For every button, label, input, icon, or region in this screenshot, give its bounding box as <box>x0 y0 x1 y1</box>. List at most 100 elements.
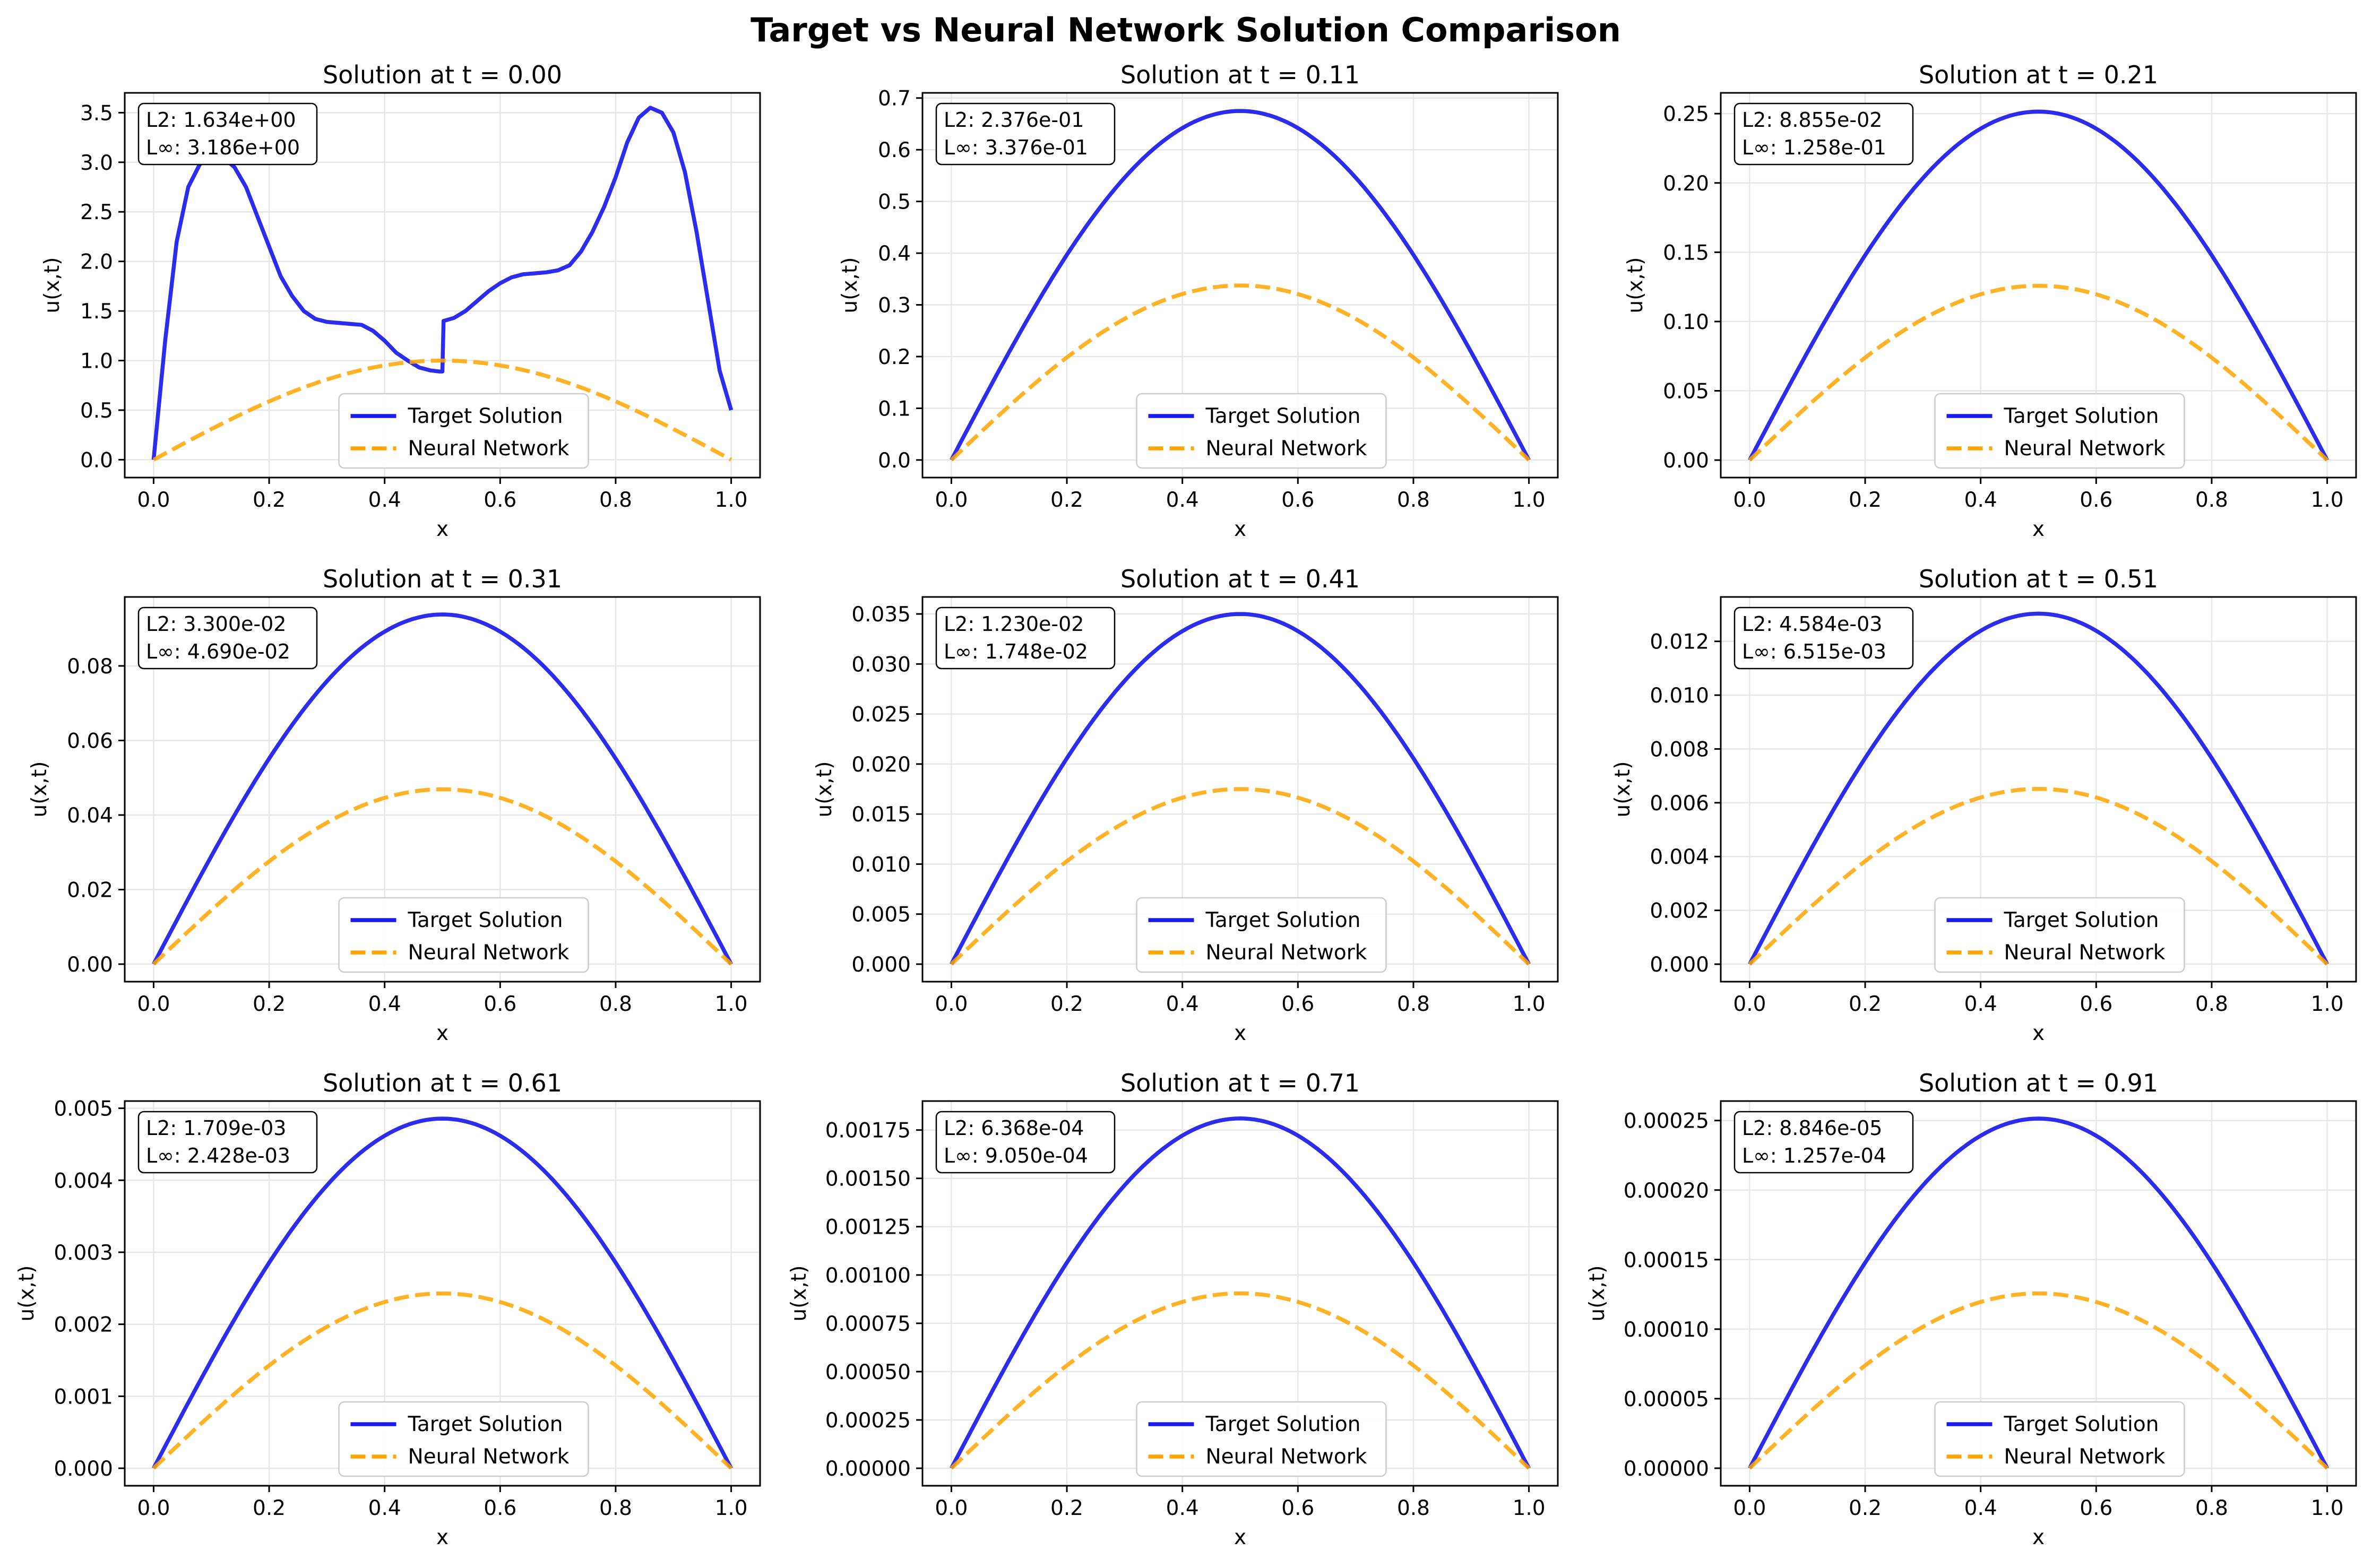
y-axis-label: u(x,t) <box>40 257 64 314</box>
stats-box <box>935 607 1116 670</box>
subplot-title: Solution at t = 0.31 <box>323 565 562 593</box>
y-tick-label: 0.2 <box>878 345 911 369</box>
y-tick-label: 1.0 <box>80 350 113 374</box>
y-tick-label: 0.004 <box>1650 845 1709 869</box>
x-tick-label: 1.0 <box>715 488 748 512</box>
x-axis-label: x <box>436 517 448 541</box>
y-tick-label: 0.04 <box>67 804 113 828</box>
l2-error-text: L2: 3.300e-02 <box>146 612 286 636</box>
y-tick-label: 0.00015 <box>1624 1249 1709 1272</box>
subplot-4: 0.0 0.2 0.4 0.6 0.8 1.0 0.00 0.02 0.04 0.06 0.08 So… <box>28 565 761 1045</box>
y-tick-label: 0.003 <box>54 1241 113 1265</box>
y-tick-label: 0.000 <box>1650 953 1709 977</box>
axes-frame <box>921 596 1559 983</box>
stats-box <box>137 607 318 670</box>
linf-error-text: L∞: 1.257e-04 <box>1742 1144 1886 1167</box>
y-tick-label: 3.0 <box>80 151 113 175</box>
y-tick-label: 0.010 <box>851 853 911 877</box>
legend-nn-label: Neural Network <box>1206 1445 1367 1469</box>
x-tick-label: 0.2 <box>1849 992 1882 1016</box>
y-tick-label: 0.5 <box>878 190 911 214</box>
x-tick-label: 0.6 <box>484 1496 516 1520</box>
y-tick-label: 0.7 <box>878 87 911 111</box>
legend-target-label: Target Solution <box>2004 1413 2159 1436</box>
x-tick-label: 0.0 <box>935 488 968 512</box>
y-axis-label: u(x,t) <box>28 761 51 818</box>
legend-box <box>1136 897 1387 973</box>
y-axis-label: u(x,t) <box>787 1266 811 1322</box>
stats-box <box>1733 102 1914 166</box>
subplot-2: 0.0 0.2 0.4 0.6 0.8 1.0 0.0 0.1 0.2 0.3 0.4 0.5 0.6 0… <box>838 60 1559 541</box>
neural-network-line <box>1748 786 2329 966</box>
x-tick-label: 1.0 <box>2311 488 2344 512</box>
y-tick-label: 0.4 <box>878 242 911 266</box>
x-tick-label: 0.2 <box>1050 488 1083 512</box>
legend-target-label: Target Solution <box>1205 404 1361 428</box>
subplot-title: Solution at t = 0.00 <box>323 60 562 89</box>
subplot-title: Solution at t = 0.51 <box>1919 565 2158 593</box>
y-tick-label: 0.001 <box>54 1385 113 1409</box>
target-solution-line <box>950 1116 1531 1469</box>
target-solution-line <box>1748 109 2329 461</box>
legend-box <box>338 1401 589 1477</box>
x-tick-label: 0.6 <box>1281 488 1314 512</box>
l2-error-text: L2: 2.376e-01 <box>944 108 1084 132</box>
y-tick-label: 0.0 <box>878 449 911 473</box>
x-tick-label: 1.0 <box>2311 1496 2344 1520</box>
y-tick-label: 0.005 <box>851 903 911 927</box>
legend-target-label: Target Solution <box>2004 404 2159 428</box>
x-axis-label: x <box>1234 1021 1246 1045</box>
target-solution-line <box>950 109 1531 461</box>
y-tick-label: 0.6 <box>878 138 911 162</box>
x-tick-label: 0.4 <box>368 992 401 1016</box>
x-axis-label: x <box>436 1021 448 1045</box>
x-tick-label: 0.0 <box>137 992 170 1016</box>
legend-nn-label: Neural Network <box>1206 437 1367 461</box>
x-axis-label: x <box>1234 517 1246 541</box>
linf-error-text: L∞: 4.690e-02 <box>146 640 290 663</box>
linf-error-text: L∞: 9.050e-04 <box>944 1144 1088 1167</box>
x-tick-label: 0.0 <box>1733 992 1766 1016</box>
target-solution-line <box>151 106 734 460</box>
x-tick-label: 0.8 <box>1397 488 1430 512</box>
neural-network-line <box>152 358 732 462</box>
x-tick-label: 0.0 <box>137 1496 170 1520</box>
x-tick-label: 0.8 <box>2195 992 2228 1016</box>
x-tick-label: 0.8 <box>1397 992 1430 1016</box>
x-tick-label: 0.6 <box>2080 992 2112 1016</box>
y-tick-label: 0.00 <box>67 953 113 977</box>
y-tick-label: 0.3 <box>878 294 911 318</box>
legend-target-label: Target Solution <box>2004 908 2159 932</box>
neural-network-line <box>1748 283 2329 462</box>
x-tick-label: 1.0 <box>1513 992 1546 1016</box>
y-tick-label: 0.002 <box>54 1313 113 1337</box>
y-tick-label: 0.20 <box>1663 172 1709 196</box>
stats-box <box>935 1111 1116 1174</box>
y-tick-label: 0.05 <box>1663 380 1709 404</box>
x-tick-label: 0.4 <box>1166 488 1199 512</box>
legend-target-label: Target Solution <box>408 908 563 932</box>
target-solution-line <box>950 612 1531 965</box>
y-tick-label: 0.00020 <box>1624 1179 1709 1203</box>
x-tick-label: 0.4 <box>1166 1496 1199 1520</box>
y-tick-label: 0.002 <box>1650 899 1709 923</box>
x-tick-label: 0.0 <box>1733 488 1766 512</box>
x-tick-label: 0.0 <box>935 1496 968 1520</box>
x-tick-label: 0.6 <box>1281 992 1314 1016</box>
x-axis-label: x <box>2032 1021 2045 1045</box>
x-tick-label: 0.8 <box>599 488 632 512</box>
legend-nn-label: Neural Network <box>408 437 570 461</box>
x-tick-label: 0.0 <box>1733 1496 1766 1520</box>
y-tick-label: 0.00075 <box>825 1312 911 1336</box>
y-tick-label: 0.000 <box>54 1457 113 1481</box>
x-tick-label: 1.0 <box>1513 488 1546 512</box>
y-tick-label: 0.012 <box>1650 630 1709 654</box>
x-tick-label: 1.0 <box>1513 1496 1546 1520</box>
legend-nn-label: Neural Network <box>1206 941 1367 965</box>
x-tick-label: 0.8 <box>599 1496 632 1520</box>
x-axis-label: x <box>2032 1526 2045 1549</box>
neural-network-line <box>152 787 733 966</box>
axes-frame <box>1720 92 2357 479</box>
x-tick-label: 0.6 <box>1281 1496 1314 1520</box>
target-solution-line <box>152 1116 733 1469</box>
